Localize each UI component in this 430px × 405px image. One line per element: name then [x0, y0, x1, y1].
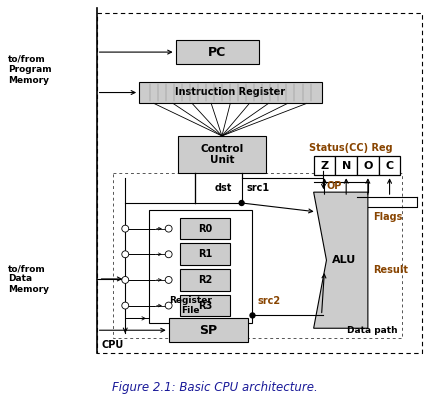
Text: ALU: ALU	[331, 255, 355, 265]
Circle shape	[165, 225, 172, 232]
Bar	[356, 156, 378, 175]
Polygon shape	[313, 192, 367, 328]
Text: SP: SP	[199, 324, 217, 337]
Text: C: C	[384, 160, 393, 171]
Bar	[180, 269, 229, 291]
Text: N: N	[341, 160, 350, 171]
Bar	[180, 295, 229, 316]
Circle shape	[122, 302, 129, 309]
Circle shape	[122, 251, 129, 258]
Circle shape	[165, 302, 172, 309]
Bar	[175, 40, 259, 64]
Bar	[96, 13, 421, 353]
Text: Status(CC) Reg: Status(CC) Reg	[308, 143, 391, 153]
Circle shape	[122, 225, 129, 232]
Text: Control
Unit: Control Unit	[200, 144, 243, 166]
Bar	[139, 82, 321, 103]
Text: R0: R0	[197, 224, 212, 234]
Circle shape	[165, 277, 172, 283]
Circle shape	[249, 313, 255, 318]
Bar	[149, 210, 252, 323]
Bar	[177, 136, 266, 173]
Bar	[180, 218, 229, 239]
Text: Result: Result	[372, 265, 407, 275]
Text: CPU: CPU	[101, 340, 123, 350]
Bar	[378, 156, 399, 175]
Text: to/from
Program
Memory: to/from Program Memory	[8, 55, 52, 85]
Bar	[313, 156, 335, 175]
Text: Flags: Flags	[372, 212, 401, 222]
Bar	[335, 156, 356, 175]
Circle shape	[239, 200, 243, 205]
Text: Z: Z	[319, 160, 328, 171]
Text: Instruction Register: Instruction Register	[175, 87, 285, 96]
Text: R3: R3	[197, 301, 212, 311]
Text: R1: R1	[197, 249, 212, 259]
Circle shape	[165, 251, 172, 258]
Text: O: O	[362, 160, 372, 171]
Text: Data path: Data path	[346, 326, 396, 335]
Text: PC: PC	[208, 46, 226, 59]
Text: src2: src2	[257, 296, 280, 306]
Text: Figure 2.1: Basic CPU architecture.: Figure 2.1: Basic CPU architecture.	[112, 381, 317, 394]
Text: Register
File: Register File	[169, 296, 212, 315]
Text: OP: OP	[326, 181, 341, 191]
Bar	[113, 173, 402, 338]
Text: dst: dst	[215, 183, 232, 193]
Text: to/from
Data
Memory: to/from Data Memory	[8, 264, 49, 294]
Circle shape	[122, 277, 129, 283]
Text: src1: src1	[246, 183, 269, 193]
Bar	[180, 243, 229, 265]
Text: R2: R2	[197, 275, 212, 285]
Bar	[168, 318, 247, 342]
